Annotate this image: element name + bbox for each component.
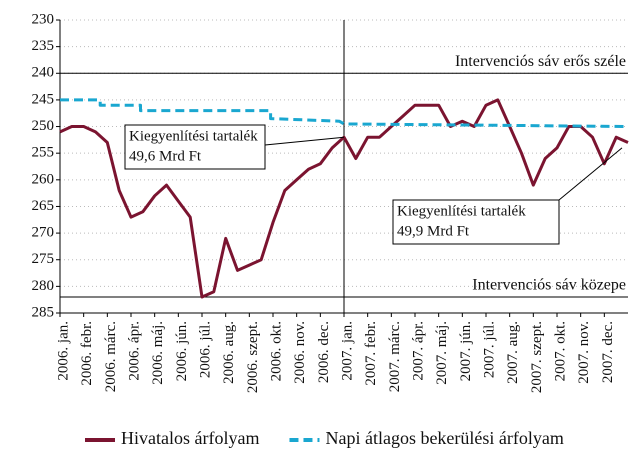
y-tick-label: 240: [32, 65, 55, 81]
x-tick-label: 2006. nov.: [292, 321, 308, 384]
annotation-text: 49,6 Mrd Ft: [129, 148, 202, 164]
x-tick-label: 2007. márc.: [387, 321, 403, 392]
x-tick-label: 2006. máj.: [150, 321, 166, 385]
y-tick-label: 250: [32, 118, 55, 134]
x-tick-label: 2007. ápr.: [410, 321, 426, 381]
x-tick-label: 2007. jan.: [339, 321, 355, 381]
y-tick-label: 235: [32, 38, 55, 54]
x-tick-label: 2007. febr.: [363, 321, 379, 386]
annotation-arrow: [264, 136, 345, 146]
annotation-arrow: [558, 147, 623, 201]
reference-label: Intervenciós sáv erős széle: [455, 53, 626, 70]
y-tick-label: 245: [32, 91, 55, 107]
x-tick-label: 2007. aug.: [505, 321, 521, 384]
x-tick-label: 2007. nov.: [576, 321, 592, 384]
x-tick-label: 2006. aug.: [221, 321, 237, 384]
x-tick-label: 2007. okt.: [552, 321, 568, 381]
annotation-box: [392, 199, 560, 245]
y-tick-label: 255: [32, 145, 55, 161]
legend-label: Napi átlagos bekerülési árfolyam: [325, 428, 563, 448]
x-tick-label: 2006. dec.: [316, 321, 332, 383]
x-tick-label: 2006. okt.: [268, 321, 284, 381]
x-tick-label: 2006. márc.: [103, 321, 119, 392]
annotation-text: Kiegyenlítési tartalék: [129, 128, 258, 144]
reference-label: Intervenciós sáv közepe: [472, 277, 626, 294]
y-tick-label: 280: [32, 278, 55, 294]
y-tick-label: 285: [32, 304, 55, 320]
x-tick-label: 2007. szept.: [529, 321, 545, 393]
y-tick-label: 275: [32, 251, 55, 267]
annotation-box: [124, 124, 266, 170]
x-tick-label: 2006. jún.: [174, 321, 190, 381]
y-tick-label: 260: [32, 171, 55, 187]
x-tick-label: 2007. júl.: [481, 321, 497, 378]
y-tick-label: 265: [32, 198, 55, 214]
y-tick-label: 270: [32, 225, 55, 241]
x-tick-label: 2007. máj.: [434, 321, 450, 385]
x-tick-label: 2006. ápr.: [126, 321, 142, 381]
annotation-text: Kiegyenlítési tartalék: [397, 203, 526, 219]
x-tick-label: 2006. szept.: [245, 321, 261, 393]
x-tick-label: 2007. dec.: [600, 321, 616, 383]
x-tick-label: 2006. jan.: [55, 321, 71, 381]
annotation-text: 49,9 Mrd Ft: [397, 223, 470, 239]
legend-label: Hivatalos árfolyam: [121, 428, 259, 448]
y-tick-label: 230: [32, 11, 55, 27]
x-tick-label: 2006. febr.: [79, 321, 95, 386]
x-tick-label: 2006. júl.: [197, 321, 213, 378]
series-line: [60, 98, 629, 128]
x-tick-label: 2007. jún.: [458, 321, 474, 381]
